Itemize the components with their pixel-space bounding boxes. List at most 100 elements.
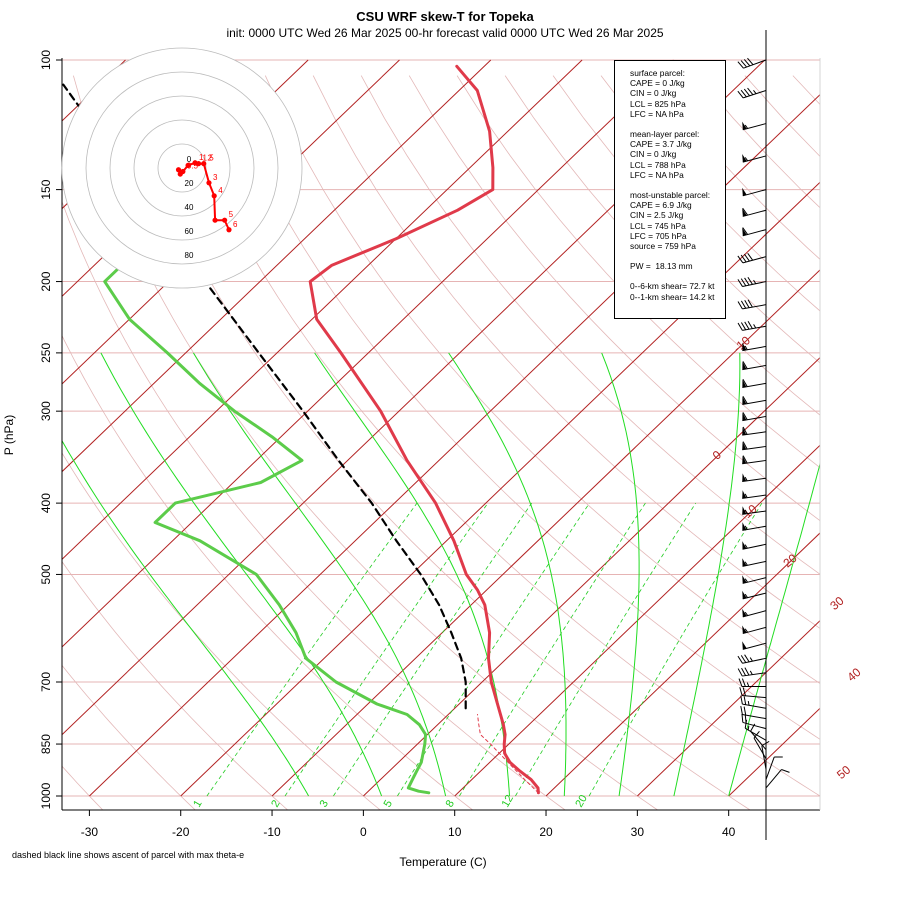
barb-staff (742, 256, 767, 264)
y-tick-label: 1000 (39, 782, 53, 809)
wind-barb (742, 227, 767, 237)
barb-pennant (742, 154, 747, 163)
barb-pennant (742, 455, 747, 464)
y-tick-label: 400 (39, 493, 53, 513)
wind-barb (750, 723, 767, 750)
barb-staff (742, 577, 767, 584)
wind-barb (742, 455, 767, 465)
barb-staff (765, 756, 775, 780)
wind-barb (740, 695, 767, 709)
background-grid (62, 59, 900, 812)
dry-adiabat (504, 75, 820, 416)
barb-full (737, 90, 744, 99)
info-line: most-unstable parcel: (630, 190, 711, 201)
x-tick-label: 10 (448, 825, 462, 839)
x-tick-label: 0 (360, 825, 367, 839)
wind-barb-column (737, 57, 790, 789)
barb-full (741, 667, 747, 676)
barb-full (761, 740, 770, 747)
barb-full (747, 87, 754, 96)
barb-full (737, 655, 743, 664)
barb-pennant (742, 227, 747, 236)
hodograph-point (185, 162, 191, 168)
barb-full (781, 769, 790, 773)
barb-half (744, 628, 749, 633)
info-group: mean-layer parcel: CAPE = 3.7 J/kg CIN = 0… (630, 129, 721, 180)
barb-half (746, 682, 750, 687)
wind-barb (742, 522, 767, 531)
info-line: surface parcel: (630, 68, 685, 78)
barb-staff (742, 431, 767, 436)
barb-full (742, 687, 746, 696)
wind-barb (742, 441, 767, 451)
barb-full (744, 719, 748, 729)
wind-barb (765, 756, 783, 780)
barb-staff (742, 560, 767, 567)
barb-pennant (742, 208, 747, 217)
barb-staff (742, 672, 767, 677)
barb-pennant (742, 608, 747, 617)
barb-full (739, 687, 743, 696)
info-group: 0--6-km shear= 72.7 kt 0--1-km shear= 14.… (630, 281, 721, 301)
barb-full (740, 705, 743, 715)
info-line: CAPE = 0 J/kg (630, 78, 685, 89)
wind-barb (737, 321, 767, 331)
wind-barb (742, 590, 767, 600)
moist-adiabat (62, 439, 310, 797)
moist-adiabat (673, 352, 741, 797)
barb-full (742, 412, 748, 420)
barb-staff (742, 610, 767, 618)
wind-barb (742, 187, 767, 197)
barb-full (742, 227, 749, 235)
mixing-ratio-label: 20 (573, 793, 590, 810)
barb-pennant (742, 641, 747, 650)
wind-barb (742, 379, 767, 389)
dry-adiabat (62, 200, 566, 810)
barb-full (742, 441, 748, 450)
dry-adiabat (312, 75, 820, 629)
info-line: CIN = 0 J/kg (630, 88, 677, 99)
wind-barb (737, 667, 767, 677)
barb-staff (743, 59, 767, 69)
info-line: LFC = NA hPa (630, 169, 684, 180)
barb-half (744, 593, 748, 598)
barb-staff (742, 304, 767, 310)
barb-staff (742, 721, 767, 730)
hodograph-point-label: 1.5 (203, 154, 215, 163)
dry-adiabat (841, 76, 900, 812)
info-line: PW = 18.13 mm (630, 261, 693, 272)
barb-pennant (742, 506, 747, 515)
wind-barb (742, 625, 767, 635)
barb-staff (743, 89, 767, 99)
barb-full (740, 278, 747, 287)
barb-full (742, 426, 748, 435)
barb-full (744, 300, 750, 308)
hodograph-point (206, 180, 212, 186)
barb-staff (765, 769, 782, 789)
barb-staff (742, 543, 767, 550)
y-tick-label: 700 (39, 672, 53, 692)
barb-pennant (742, 590, 747, 599)
isotherm-line (89, 93, 820, 797)
hodograph-point-label: 1 (199, 153, 204, 162)
barb-pennant (742, 522, 747, 531)
barb-full (737, 279, 743, 287)
barb-full (747, 252, 754, 261)
mixing-ratio-line (333, 502, 533, 797)
barb-full (744, 321, 750, 330)
barb-staff (750, 730, 767, 750)
isotherm-line (545, 532, 820, 797)
dry-adiabat (73, 75, 659, 810)
hodograph-point (226, 227, 232, 233)
barb-staff (753, 737, 767, 760)
barb-half (749, 657, 753, 662)
barb-half (747, 701, 750, 706)
hodograph-point (222, 217, 228, 223)
barb-staff (742, 626, 767, 635)
mixing-ratio-label: 1 (191, 798, 204, 809)
barb-pennant (742, 361, 747, 370)
info-line: CIN = 0 J/kg (630, 149, 677, 160)
hodograph-point (211, 193, 217, 199)
axes: -30 -20 -10 0 10 20 30 401001502002503004005007… (39, 50, 864, 839)
temperature-profile (308, 64, 540, 795)
